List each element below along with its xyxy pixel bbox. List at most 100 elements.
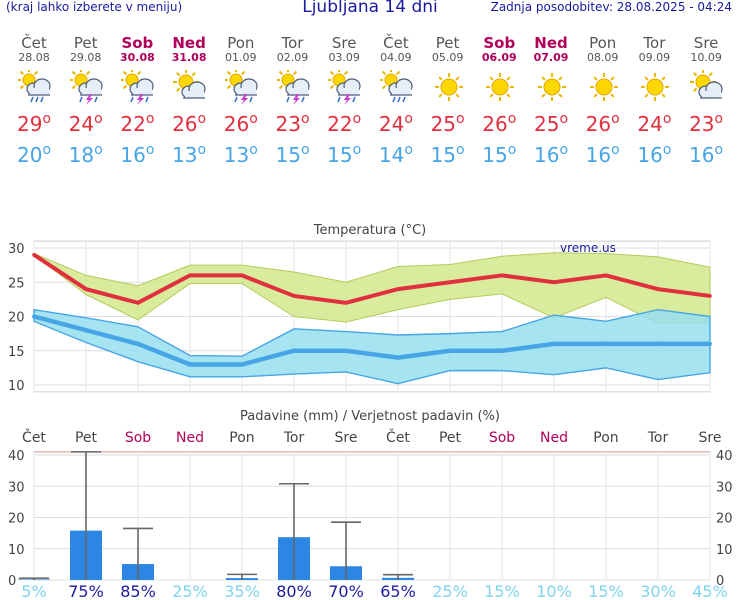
degree-symbol: o: [507, 142, 517, 158]
degree-symbol: o: [507, 111, 517, 127]
sun-cloud-rain-icon: [17, 68, 52, 104]
min-temperature: 13o: [215, 142, 267, 167]
min-temperature-point: [396, 355, 400, 360]
degree-symbol: o: [249, 142, 258, 158]
max-temperature-value: 26: [482, 112, 508, 136]
precipitation-probability: 5%: [21, 582, 46, 600]
degree-symbol: o: [197, 111, 207, 127]
max-temperature: 25o: [525, 111, 577, 136]
min-temperature: 15o: [267, 142, 319, 167]
min-temperature: 16o: [525, 142, 577, 167]
precipitation-probability: 45%: [692, 582, 728, 600]
degree-symbol: o: [145, 111, 155, 127]
max-temperature-value: 22: [327, 112, 353, 136]
min-temperature-value: 16: [637, 143, 663, 167]
region-menu-hint[interactable]: (kraj lahko izberete v meniju): [6, 0, 183, 14]
min-temperature-value: 15: [482, 143, 508, 167]
min-temperature-value: 16: [533, 143, 560, 167]
sun-cloud-icon: [173, 69, 207, 104]
degree-symbol: o: [559, 142, 569, 158]
precipitation-tick-label-right: 10: [716, 543, 733, 558]
precipitation-tick-label-right: 40: [716, 449, 733, 464]
degree-symbol: o: [559, 111, 569, 127]
max-temperature-point: [448, 280, 452, 285]
min-temperature: 16o: [680, 142, 732, 167]
max-temperature-point: [84, 287, 88, 291]
max-temperature-value: 25: [533, 112, 560, 136]
min-temperature-point: [32, 314, 36, 319]
min-temperature: 14o: [370, 142, 422, 167]
min-temperature-point: [188, 362, 192, 367]
min-temperature-point: [136, 341, 140, 346]
sun-thunderstorm-icon: [120, 68, 155, 105]
max-temperature-value: 26: [585, 112, 612, 136]
precipitation-day-label: Čet: [22, 428, 46, 446]
min-temperature-value: 13: [172, 143, 198, 167]
max-temperature: 26o: [163, 111, 215, 136]
day-date: 07.09: [533, 51, 569, 64]
min-temperature-line: [33, 314, 710, 367]
day-date: 29.08: [69, 51, 102, 64]
precipitation-day-label: Pet: [75, 430, 98, 446]
min-temperature-point: [84, 328, 88, 333]
sun-icon: [638, 70, 672, 104]
max-temperature-line: [32, 253, 711, 305]
precipitation-day-label: Tor: [647, 430, 669, 446]
degree-symbol: o: [300, 111, 310, 127]
min-temperature-value: 15: [275, 143, 301, 167]
day-date: 10.09: [690, 51, 722, 64]
sun-thunderstorm-icon: [68, 68, 104, 105]
max-temperature-point: [32, 253, 36, 257]
day-date: 28.08: [18, 51, 50, 64]
degree-symbol: o: [714, 111, 724, 127]
degree-symbol: o: [249, 111, 258, 127]
max-temperature-range-band: [33, 252, 711, 324]
degree-symbol: o: [714, 142, 724, 158]
max-temperature-point: [604, 273, 608, 278]
max-temperature-point: [344, 301, 348, 305]
min-temperature-value: 14: [378, 143, 405, 167]
temperature-tick-label: 25: [8, 276, 25, 291]
max-temperature-value: 26: [223, 112, 250, 136]
precipitation-day-label: Ned: [176, 430, 204, 446]
sun-thunderstorm-icon: [327, 68, 362, 105]
max-temperature-point: [500, 273, 504, 278]
degree-symbol: o: [611, 111, 620, 127]
precipitation-tick-label: 0: [8, 574, 16, 589]
precipitation-day-label: Pon: [229, 430, 254, 446]
day-date: 04.09: [380, 51, 412, 64]
sun-cloud-icon: [690, 69, 724, 104]
max-temperature-value: 23: [275, 112, 301, 136]
day-date: 03.09: [328, 51, 360, 64]
day-name: Sre: [693, 34, 719, 52]
min-temperature: 16o: [577, 142, 629, 167]
precipitation-probability: 25%: [172, 582, 208, 600]
min-temperature-point: [292, 348, 296, 353]
max-temperature: 24o: [370, 111, 422, 136]
degree-symbol: o: [300, 142, 310, 158]
max-temperature: 22o: [111, 111, 163, 136]
min-temperature-point: [708, 341, 712, 346]
max-temperature-value: 25: [430, 112, 457, 136]
sun-icon: [535, 70, 569, 104]
day-date: 02.09: [276, 51, 309, 64]
temperature-tick-label: 10: [8, 379, 25, 394]
precipitation-day-label: Tor: [283, 430, 305, 446]
last-updated: Zadnja posodobitev: 28.08.2025 - 04:24: [490, 0, 732, 14]
day-date: 09.09: [638, 51, 671, 64]
max-temperature-value: 24: [68, 112, 95, 136]
degree-symbol: o: [197, 142, 207, 158]
min-temperature-value: 16: [585, 143, 612, 167]
precipitation-tick-label-right: 0: [716, 574, 724, 589]
max-temperature: 24o: [60, 111, 112, 136]
day-name: Ned: [172, 34, 206, 52]
max-temperature-point: [396, 287, 400, 291]
min-temperature: 20o: [8, 142, 60, 167]
min-temperature-point: [604, 341, 608, 346]
day-name: Pet: [73, 34, 98, 52]
precipitation-probability: 25%: [432, 582, 468, 600]
max-temperature: 26o: [577, 111, 629, 136]
precipitation-probability: 85%: [120, 582, 156, 600]
max-temperature-value: 24: [637, 112, 663, 136]
max-temperature: 26o: [215, 111, 267, 136]
